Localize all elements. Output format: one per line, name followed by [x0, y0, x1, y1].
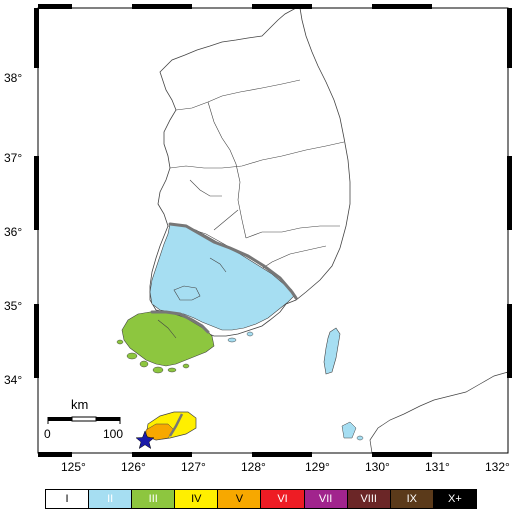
jeju-island: [145, 411, 197, 441]
legend-item-label: VI: [277, 493, 288, 505]
iki-islands: [341, 421, 364, 441]
map-frame: [34, 4, 512, 457]
legend-item: VI: [261, 490, 305, 508]
legend-item: IX: [390, 490, 434, 508]
legend-item-label: I: [65, 493, 69, 505]
star-icon: [135, 430, 155, 450]
intensity-contours: [150, 222, 298, 334]
lon-label: 131°: [425, 460, 450, 474]
scale-bar-end-label: 100: [103, 427, 123, 441]
lon-label: 129°: [305, 460, 330, 474]
legend-item: V: [218, 490, 262, 508]
longitude-labels: 125° 126° 127° 128° 129° 130° 131° 132°: [61, 460, 510, 474]
lat-label: 36°: [4, 225, 22, 239]
legend-item-label: VII: [318, 493, 333, 505]
legend-item: II: [89, 490, 133, 508]
legend-item-label: III: [148, 493, 158, 505]
legend-item-label: II: [107, 493, 114, 505]
lon-label: 130°: [365, 460, 390, 474]
legend-item-label: VIII: [360, 493, 377, 505]
legend-item: III: [132, 490, 176, 508]
legend-item-label: IV: [191, 493, 202, 505]
lat-label: 37°: [4, 151, 22, 165]
scale-bar-start-label: 0: [44, 427, 51, 441]
legend-item-label: X+: [448, 493, 462, 505]
lat-label: 35°: [4, 299, 22, 313]
latitude-labels: 34° 35° 36° 37° 38°: [4, 71, 22, 387]
inner-boundaries: [157, 257, 227, 339]
southern-islands: [116, 339, 190, 374]
scale-bar-unit: km: [71, 397, 88, 412]
scale-bar: km 0 100: [44, 397, 123, 441]
tsushima-island: [323, 327, 341, 375]
lon-label: 127°: [181, 460, 206, 474]
lon-label: 132°: [485, 460, 510, 474]
legend-item: IV: [175, 490, 219, 508]
lon-label: 125°: [61, 460, 86, 474]
lon-label: 128°: [241, 460, 266, 474]
legend-item: I: [46, 490, 90, 508]
intensity-legend: I II III IV V VI VII VIII IX X+: [45, 489, 477, 509]
legend-item: VIII: [347, 490, 391, 508]
legend-item-label: V: [235, 493, 244, 505]
lon-label: 126°: [121, 460, 146, 474]
legend-item-label: IX: [406, 493, 417, 505]
legend-item: VII: [304, 490, 348, 508]
lat-label: 34°: [4, 373, 22, 387]
intensity-map: km 0 100 125° 126° 127° 128° 129: [4, 4, 512, 474]
lat-label: 38°: [4, 71, 22, 85]
east-coast-islands: [227, 331, 254, 343]
legend-item: X+: [433, 490, 476, 508]
